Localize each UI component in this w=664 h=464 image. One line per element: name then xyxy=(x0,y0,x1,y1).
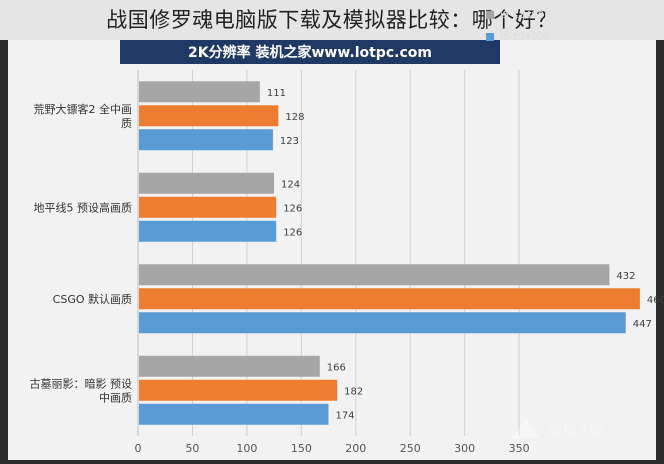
bar xyxy=(139,129,273,151)
category-label: 荒野大镖客2 全中画质 xyxy=(34,102,133,130)
x-tick-label: 100 xyxy=(236,442,257,455)
bar-value-label: 432 xyxy=(616,271,635,282)
category-label: 古墓丽影：暗影 预设中画质 xyxy=(30,376,133,404)
bar xyxy=(139,81,260,103)
legend-item: i5 13400F xyxy=(486,30,658,44)
x-tick-label: 350 xyxy=(509,442,530,455)
legend-swatch xyxy=(486,11,494,19)
chart-subtitle: 2K分辨率 装机之家www.lotpc.com xyxy=(188,45,432,61)
bar-value-label: 166 xyxy=(327,362,346,373)
x-tick-label: 0 xyxy=(135,442,142,455)
bar-value-label: 111 xyxy=(267,88,286,99)
bar-value-label: 182 xyxy=(344,386,363,397)
bar-value-label: 126 xyxy=(283,203,302,214)
bar xyxy=(139,196,277,218)
page-headline: 战国修罗魂电脑版下载及模拟器比较：哪个好？ xyxy=(106,8,558,32)
x-tick-label: 300 xyxy=(454,442,475,455)
x-tick-label: 200 xyxy=(345,442,366,455)
bar xyxy=(139,220,277,242)
legend-label: i5 13490F xyxy=(500,9,550,21)
legend-label: i5 13400F xyxy=(500,31,550,43)
subtitle-band xyxy=(120,40,500,64)
category-label: CSGO 默认画质 xyxy=(53,293,132,306)
bar xyxy=(139,312,626,334)
watermark-logo: 装机之家 xyxy=(512,418,604,440)
bar-value-label: 124 xyxy=(281,179,300,190)
headline-band xyxy=(0,0,664,40)
watermark-text: 装机之家 xyxy=(548,423,604,440)
bar xyxy=(139,288,640,310)
x-tick-label: 150 xyxy=(291,442,312,455)
bar-value-label: 128 xyxy=(285,112,304,123)
bar xyxy=(139,355,320,377)
chart-legend: i5 13490F i5 13400F xyxy=(486,8,658,52)
watermark-icon xyxy=(512,418,540,438)
bar-value-label: 460 xyxy=(647,295,664,306)
bar-value-label: 123 xyxy=(280,136,299,147)
bar xyxy=(139,172,275,194)
bar xyxy=(139,105,279,127)
legend-swatch xyxy=(486,33,494,41)
x-tick-label: 50 xyxy=(185,442,199,455)
bar xyxy=(139,379,338,401)
bar xyxy=(139,403,329,425)
bar-value-label: 447 xyxy=(633,319,652,330)
bar-value-label: 126 xyxy=(283,227,302,238)
bar-value-label: 174 xyxy=(335,410,354,421)
bar xyxy=(139,264,610,286)
legend-item: i5 13490F xyxy=(486,8,658,22)
category-label: 地平线5 预设高画质 xyxy=(34,200,133,214)
x-tick-label: 250 xyxy=(400,442,421,455)
